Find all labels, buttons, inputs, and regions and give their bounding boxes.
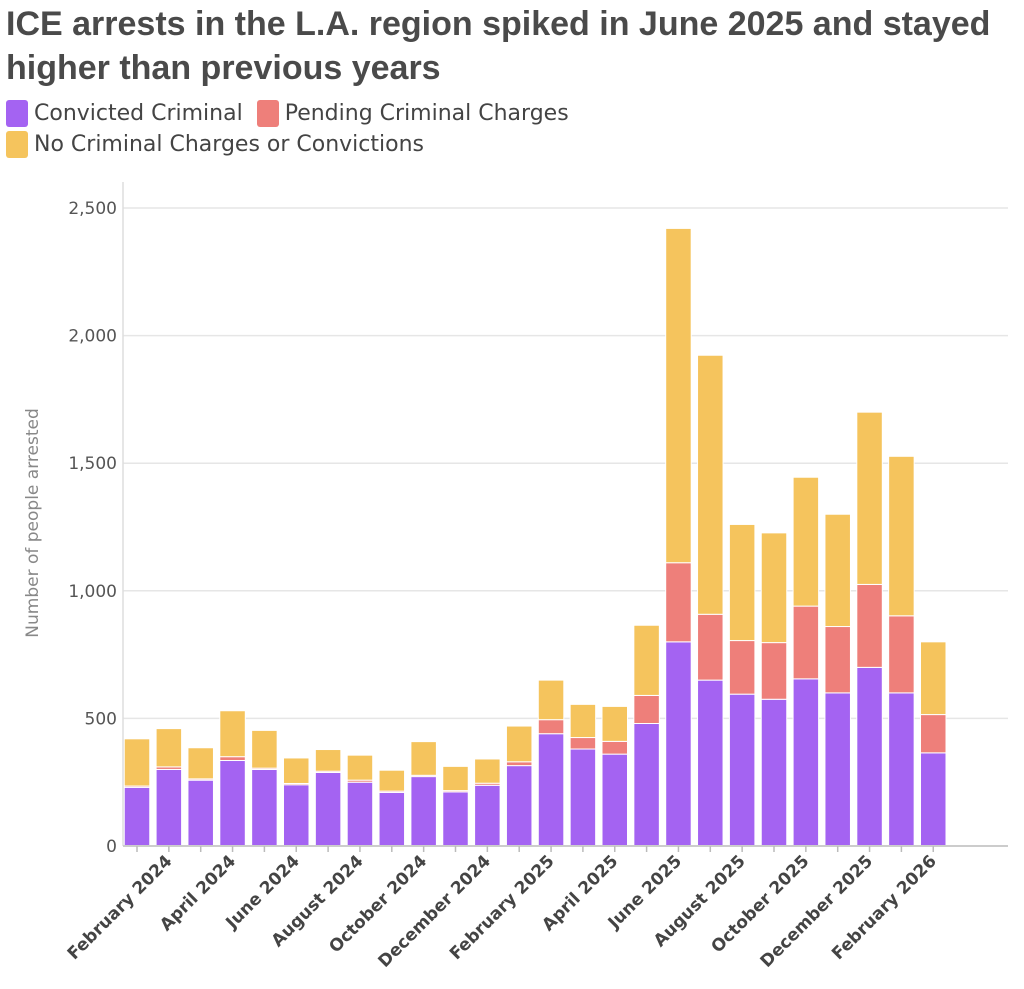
y-tick-label: 0 (106, 837, 117, 857)
bar-no-criminal-charges-or-convictions-july-2024 (314, 749, 342, 772)
legend-swatch-no-charges (6, 131, 28, 158)
bar-convicted-criminal-april-2025 (601, 753, 628, 847)
bar-no-criminal-charges-or-convictions-february-2024 (155, 728, 183, 768)
x-tick-label: December 2024 (374, 851, 495, 972)
bar-no-criminal-charges-or-convictions-february-2026 (920, 641, 947, 716)
bar-pending-criminal-charges-july-2025 (697, 613, 724, 681)
bar-convicted-criminal-november-2025 (824, 692, 851, 847)
x-tick-label: February 2024 (64, 851, 177, 964)
bar-convicted-criminal-december-2025 (856, 666, 883, 847)
legend: Convicted Criminal Pending Criminal Char… (6, 98, 1006, 160)
bar-convicted-criminal-september-2025 (760, 698, 788, 847)
bar-no-criminal-charges-or-convictions-november-2024 (442, 765, 469, 792)
chart-title: ICE arrests in the L.A. region spiked in… (6, 5, 991, 87)
bar-convicted-criminal-april-2024 (219, 760, 246, 847)
bar-pending-criminal-charges-november-2025 (824, 626, 851, 694)
bar-pending-criminal-charges-may-2025 (633, 694, 660, 725)
bar-convicted-criminal-november-2024 (442, 791, 469, 847)
y-tick-label: 2,000 (68, 327, 117, 347)
legend-label-pending: Pending Criminal Charges (284, 101, 569, 126)
bar-pending-criminal-charges-february-2026 (920, 714, 947, 754)
bar-pending-criminal-charges-september-2025 (760, 642, 788, 700)
bar-no-criminal-charges-or-convictions-may-2025 (633, 624, 660, 696)
bar-convicted-criminal-october-2024 (410, 776, 437, 847)
bar-no-criminal-charges-or-convictions-june-2024 (283, 757, 310, 784)
bar-convicted-criminal-june-2024 (283, 784, 310, 847)
bar-pending-criminal-charges-june-2025 (665, 562, 692, 643)
bar-no-criminal-charges-or-convictions-october-2024 (410, 741, 437, 776)
bar-convicted-criminal-june-2025 (665, 641, 692, 847)
bar-no-criminal-charges-or-convictions-january-2025 (505, 725, 533, 763)
bar-no-criminal-charges-or-convictions-august-2024 (346, 754, 374, 781)
bar-pending-criminal-charges-april-2024 (219, 756, 246, 762)
y-tick-label: 2,500 (68, 199, 117, 219)
bar-pending-criminal-charges-january-2025 (505, 761, 533, 767)
bar-convicted-criminal-january-2025 (505, 765, 533, 847)
y-tick-label: 1,000 (68, 582, 117, 602)
bar-no-criminal-charges-or-convictions-july-2025 (697, 354, 724, 615)
bar-no-criminal-charges-or-convictions-november-2025 (824, 513, 851, 628)
bar-pending-criminal-charges-april-2025 (601, 740, 628, 755)
bar-no-criminal-charges-or-convictions-march-2025 (569, 703, 597, 739)
x-tick-label: December 2025 (757, 851, 877, 971)
bar-convicted-criminal-august-2025 (728, 693, 756, 847)
bar-no-criminal-charges-or-convictions-february-2025 (537, 679, 565, 721)
bar-convicted-criminal-january-2026 (888, 692, 915, 847)
bar-convicted-criminal-january-2024 (123, 786, 151, 847)
y-tick-label: 1,500 (68, 454, 117, 474)
bar-convicted-criminal-march-2024 (187, 779, 214, 847)
bar-pending-criminal-charges-december-2025 (856, 583, 883, 668)
bar-no-criminal-charges-or-convictions-september-2025 (760, 532, 788, 644)
legend-swatch-pending (256, 100, 279, 127)
y-axis-title: Number of people arrested (23, 408, 43, 637)
bar-convicted-criminal-september-2024 (378, 791, 406, 847)
bar-no-criminal-charges-or-convictions-may-2024 (251, 729, 278, 769)
y-tick-label: 500 (85, 709, 117, 729)
bar-no-criminal-charges-or-convictions-august-2025 (728, 523, 756, 642)
bar-convicted-criminal-august-2024 (346, 781, 374, 847)
bar-convicted-criminal-july-2025 (697, 679, 724, 847)
bar-pending-criminal-charges-august-2025 (728, 640, 756, 695)
bar-convicted-criminal-december-2024 (474, 784, 501, 847)
legend-label-convicted: Convicted Criminal (34, 101, 243, 126)
bar-no-criminal-charges-or-convictions-december-2024 (474, 758, 501, 784)
legend-item-pending: Pending Criminal Charges (256, 100, 569, 127)
bar-no-criminal-charges-or-convictions-january-2026 (888, 455, 915, 617)
bar-no-criminal-charges-or-convictions-april-2025 (601, 705, 628, 742)
bar-convicted-criminal-february-2025 (537, 733, 565, 847)
legend-swatch-convicted (6, 100, 28, 127)
legend-item-no-charges: No Criminal Charges or Convictions (6, 131, 424, 158)
bar-no-criminal-charges-or-convictions-april-2024 (219, 710, 246, 758)
bar-no-criminal-charges-or-convictions-december-2025 (856, 411, 883, 585)
bar-convicted-criminal-july-2024 (314, 772, 342, 847)
bar-pending-criminal-charges-february-2025 (537, 719, 565, 735)
bar-pending-criminal-charges-january-2026 (888, 615, 915, 694)
bar-pending-criminal-charges-march-2025 (569, 737, 597, 750)
bar-convicted-criminal-may-2024 (251, 768, 278, 847)
bar-convicted-criminal-october-2025 (792, 678, 820, 847)
bar-convicted-criminal-february-2026 (920, 752, 947, 847)
bar-no-criminal-charges-or-convictions-march-2024 (187, 747, 214, 780)
legend-item-convicted: Convicted Criminal (6, 100, 243, 127)
legend-label-no-charges: No Criminal Charges or Convictions (34, 132, 424, 157)
bar-convicted-criminal-february-2024 (155, 768, 183, 847)
bar-convicted-criminal-may-2025 (633, 723, 660, 847)
bar-no-criminal-charges-or-convictions-september-2024 (378, 769, 406, 792)
bar-convicted-criminal-march-2025 (569, 748, 597, 847)
bar-no-criminal-charges-or-convictions-june-2025 (665, 227, 692, 564)
bar-no-criminal-charges-or-convictions-october-2025 (792, 476, 820, 607)
bar-pending-criminal-charges-october-2025 (792, 605, 820, 680)
bar-no-criminal-charges-or-convictions-january-2024 (123, 738, 151, 787)
